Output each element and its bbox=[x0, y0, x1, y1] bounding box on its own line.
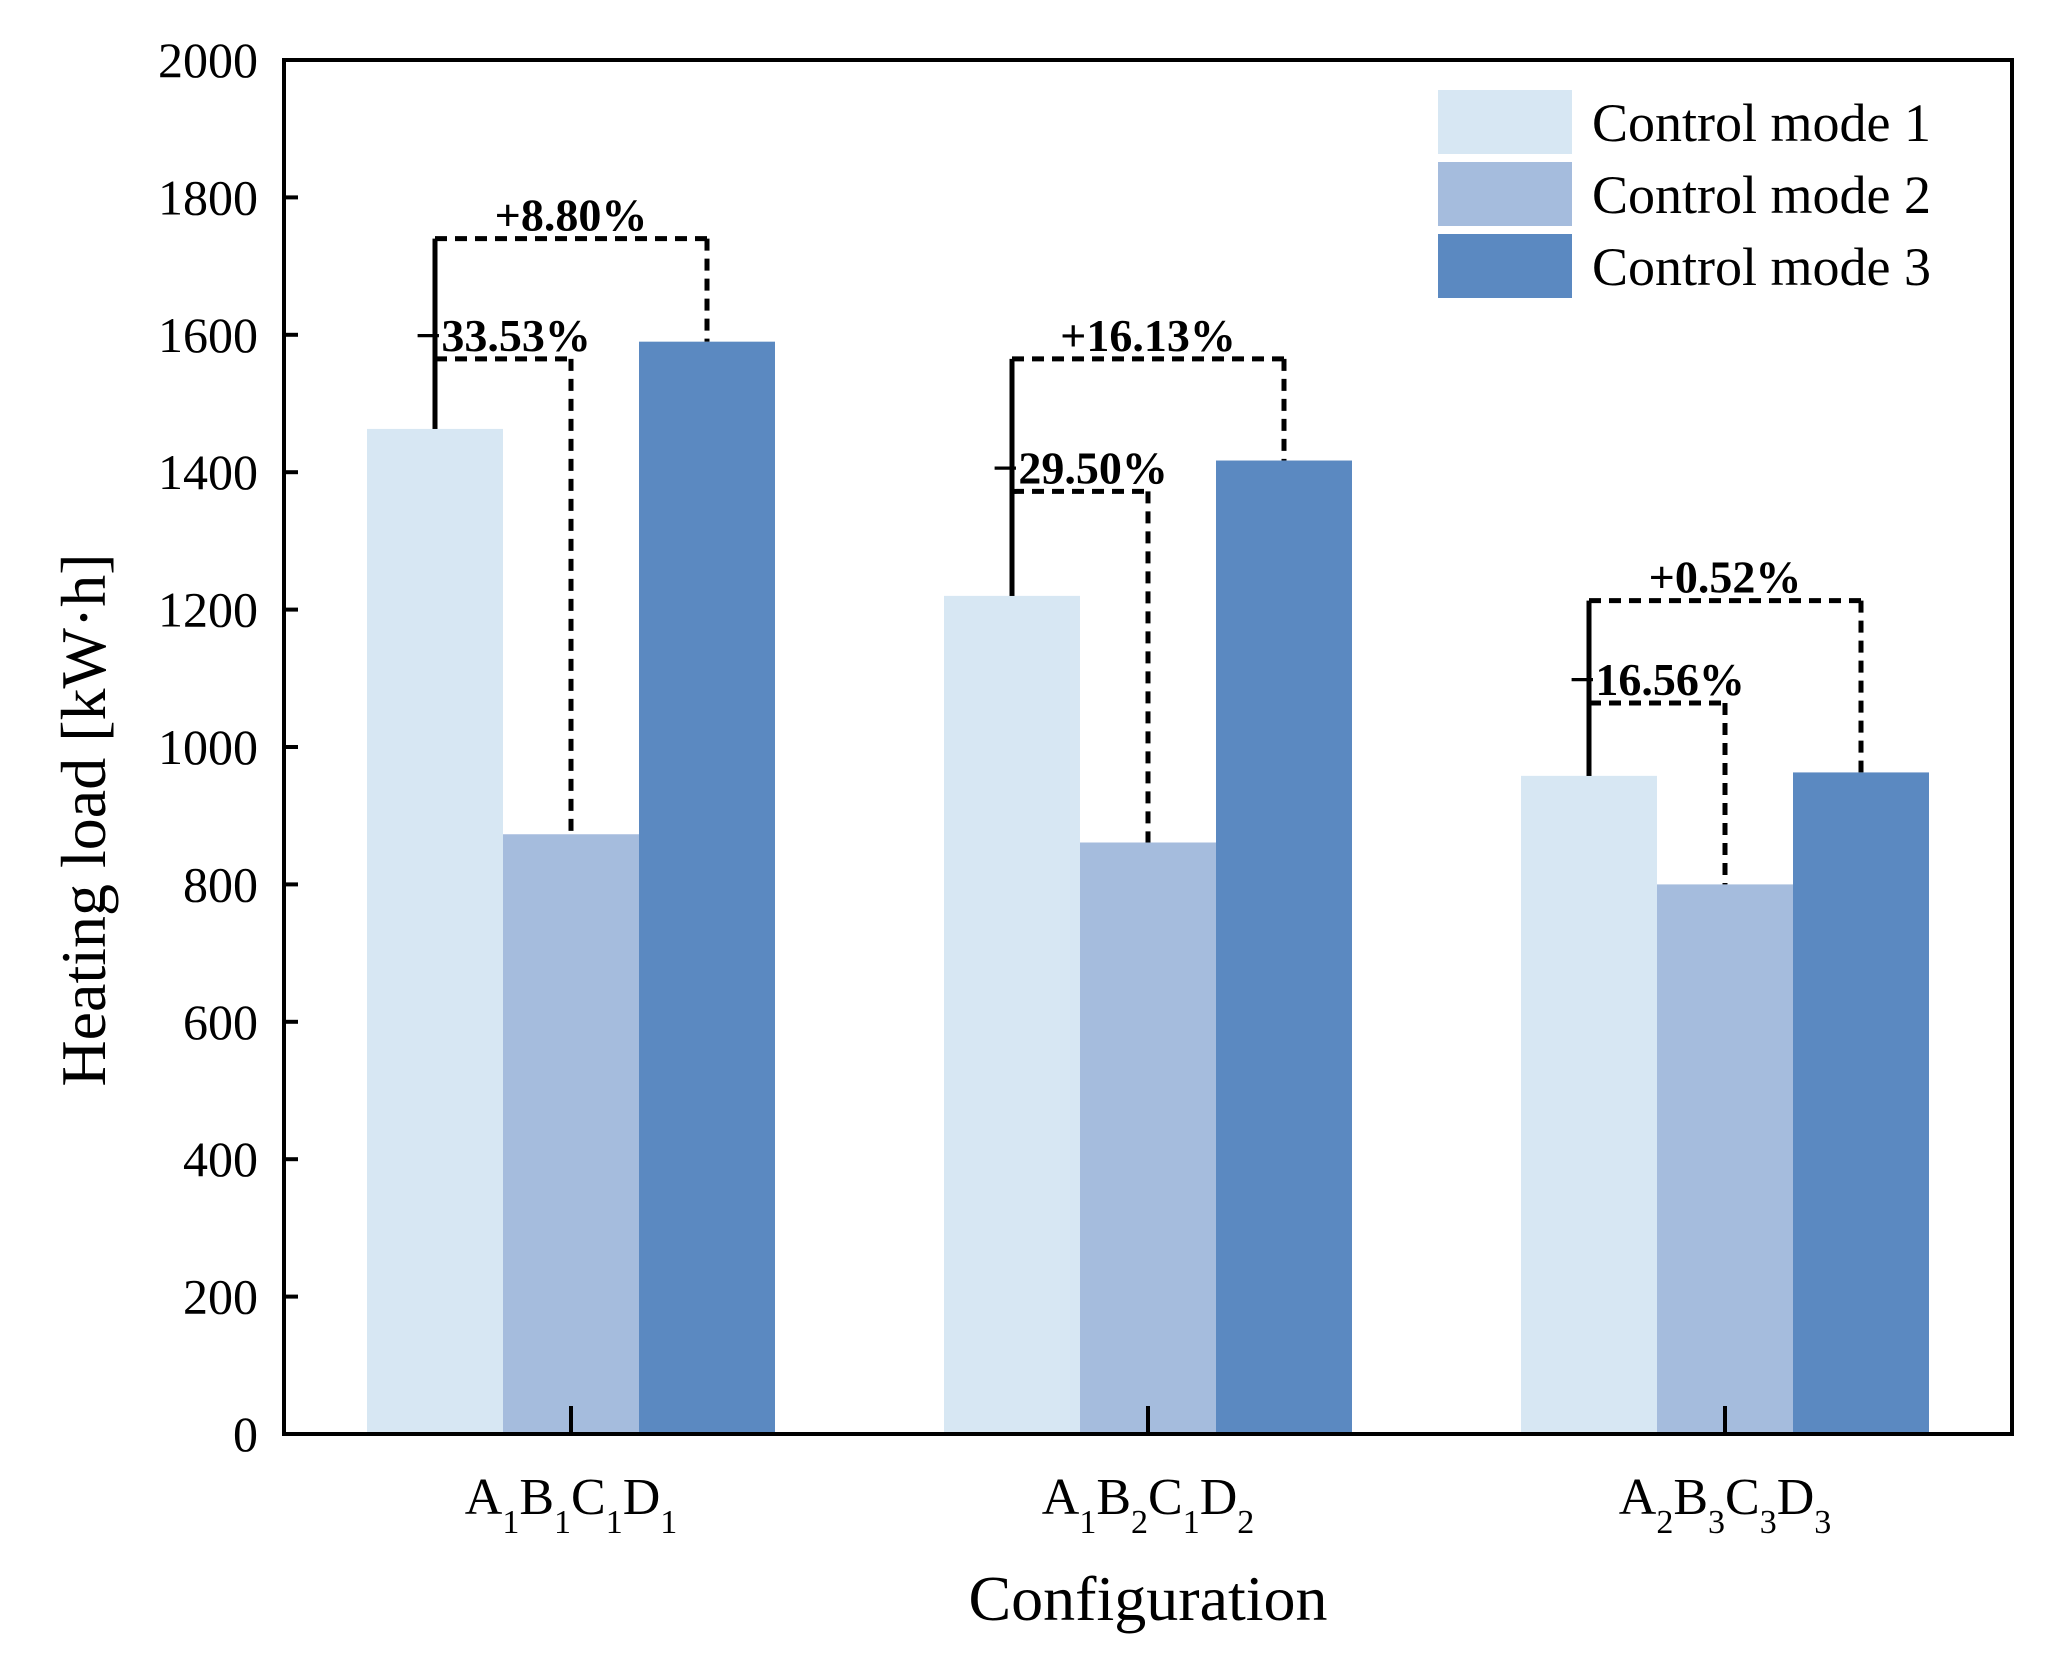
annotation-label-1: −33.53% bbox=[415, 310, 591, 361]
bar-series-1-cat-3 bbox=[1521, 775, 1657, 1434]
bar-series-3-cat-3 bbox=[1793, 772, 1929, 1434]
bar-series-2-cat-2 bbox=[1080, 842, 1216, 1434]
legend-label-2: Control mode 2 bbox=[1592, 165, 1931, 225]
y-tick-label-800: 800 bbox=[183, 856, 258, 912]
bar-series-1-cat-1 bbox=[367, 428, 503, 1434]
x-axis-title: Configuration bbox=[968, 1563, 1327, 1634]
annotations-layer: −33.53% +8.80% −29.50% +16.13% −16.56% +0.52% bbox=[415, 190, 1864, 885]
x-tick-label-3: A2B3C3D3 bbox=[1619, 1469, 1832, 1541]
legend-swatch-1 bbox=[1438, 90, 1572, 154]
legend: Control mode 1 Control mode 2 Control mode… bbox=[1438, 90, 1931, 298]
annotation-label-2: +8.80% bbox=[495, 190, 648, 241]
y-axis-title: Heating load [kW·h] bbox=[48, 553, 119, 1086]
legend-label-3: Control mode 3 bbox=[1592, 237, 1931, 297]
y-tick-label-1200: 1200 bbox=[158, 582, 258, 638]
bar-series-2-cat-1 bbox=[503, 834, 639, 1434]
y-tick-label-1800: 1800 bbox=[158, 169, 258, 225]
x-tick-label-1: A1B1C1D1 bbox=[465, 1469, 678, 1541]
legend-swatch-2 bbox=[1438, 162, 1572, 226]
y-tick-label-1600: 1600 bbox=[158, 307, 258, 363]
bar-series-2-cat-3 bbox=[1657, 884, 1793, 1434]
annotation-label-4: +16.13% bbox=[1060, 310, 1236, 361]
y-tick-label-600: 600 bbox=[183, 994, 258, 1050]
bar-series-3-cat-2 bbox=[1216, 460, 1352, 1434]
y-tick-label-400: 400 bbox=[183, 1131, 258, 1187]
y-tick-label-1400: 1400 bbox=[158, 444, 258, 500]
annotation-label-3: −29.50% bbox=[992, 442, 1168, 493]
annotation-label-6: +0.52% bbox=[1649, 552, 1802, 603]
legend-swatch-3 bbox=[1438, 234, 1572, 298]
bars-layer bbox=[367, 341, 1929, 1434]
y-tick-label-0: 0 bbox=[233, 1406, 258, 1462]
legend-label-1: Control mode 1 bbox=[1592, 93, 1931, 153]
bar-series-3-cat-1 bbox=[639, 341, 775, 1434]
x-tick-label-2: A1B2C1D2 bbox=[1042, 1469, 1255, 1541]
axes-layer: 0 200 400 600 800 1000 1200 1400 1600 1800 2000 A1B… bbox=[158, 32, 2014, 1541]
annotation-label-5: −16.56% bbox=[1569, 654, 1745, 705]
y-tick-label-1000: 1000 bbox=[158, 719, 258, 775]
bar-series-1-cat-2 bbox=[944, 595, 1080, 1434]
y-tick-label-200: 200 bbox=[183, 1269, 258, 1325]
y-tick-label-2000: 2000 bbox=[158, 32, 258, 88]
